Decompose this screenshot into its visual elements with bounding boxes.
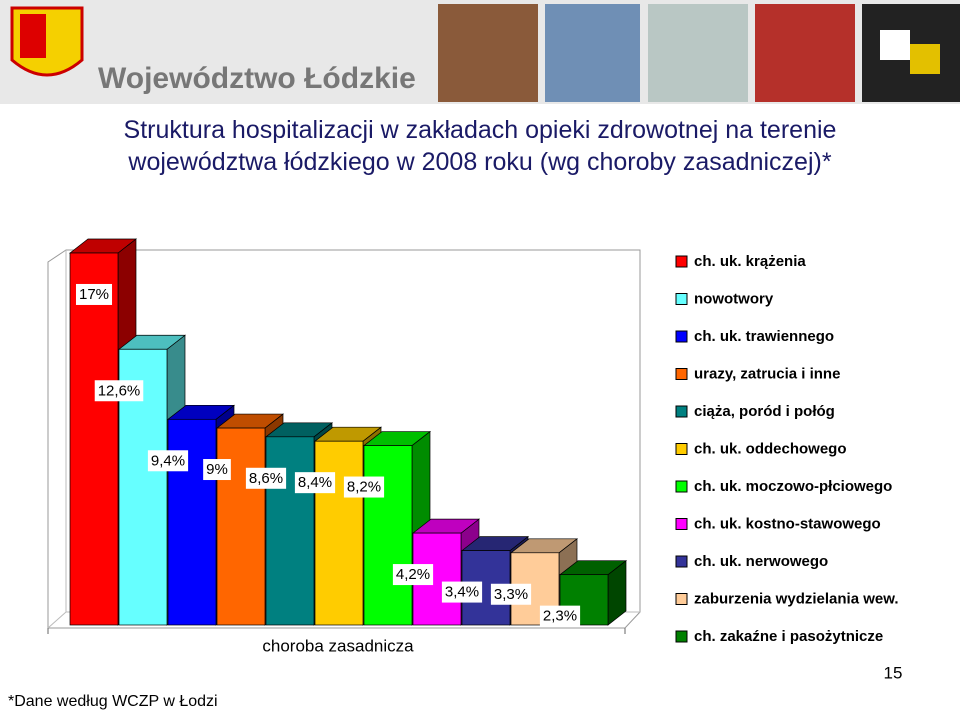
- legend-label: urazy, zatrucia i inne: [694, 365, 840, 382]
- data-label: 4,2%: [396, 566, 430, 583]
- coat-of-arms-part: [20, 14, 46, 58]
- bar: [69, 252, 119, 626]
- legend-swatch: [675, 293, 688, 305]
- legend-swatch: [675, 443, 688, 455]
- legend-swatch: [675, 593, 688, 605]
- legend-swatch: [675, 255, 688, 268]
- legend-swatch: [675, 405, 688, 418]
- header-text: Województwo Łódzkie: [98, 62, 416, 95]
- chart-title: Struktura hospitalizacji w zakładach opi…: [123, 116, 837, 176]
- legend-label: ch. uk. trawiennego: [694, 328, 834, 345]
- data-label-box: [490, 583, 532, 605]
- data-label: 12,6%: [98, 382, 141, 399]
- data-label-box: [203, 459, 231, 481]
- legend-label: ch. uk. oddechowego: [694, 440, 847, 457]
- data-label-box: [245, 467, 287, 489]
- data-label-box: [441, 581, 483, 603]
- header-photo: [438, 4, 538, 102]
- legend-label: ch. uk. moczowo-płciowego: [694, 478, 892, 495]
- legend-swatch: [675, 368, 688, 380]
- data-label: 8,6%: [249, 470, 283, 487]
- header-logo-part: [880, 30, 910, 60]
- legend-label: ch. zakaźne i pasożytnicze: [694, 628, 883, 645]
- bar: [216, 427, 266, 626]
- data-label: 9,4%: [151, 452, 185, 469]
- data-label: 3,3%: [494, 586, 528, 603]
- header-photo: [755, 4, 855, 102]
- bar: [559, 574, 609, 626]
- data-label: 8,2%: [347, 479, 381, 496]
- bar: [314, 440, 364, 626]
- legend-swatch: [675, 480, 688, 493]
- legend-label: ch. uk. krążenia: [694, 253, 806, 270]
- data-label-box: [147, 450, 189, 472]
- header-photo: [648, 4, 748, 102]
- legend-swatch: [675, 555, 688, 568]
- header-logo-part: [910, 44, 940, 74]
- data-label-box: [75, 283, 113, 305]
- data-label-box: [94, 380, 144, 402]
- data-label: 8,4%: [298, 474, 332, 491]
- data-label: 9%: [206, 461, 228, 478]
- data-label: 17%: [79, 286, 109, 303]
- legend-label: zaburzenia wydzielania wew.: [694, 590, 899, 607]
- header-photo: [545, 4, 640, 102]
- legend-label: ch. uk. kostno-stawowego: [694, 515, 881, 532]
- data-label-box: [539, 605, 581, 627]
- legend-swatch: [675, 330, 688, 343]
- data-label-box: [294, 472, 336, 494]
- legend-label: ciąża, poród i połóg: [694, 403, 835, 420]
- x-tick-label: choroba zasadnicza: [262, 636, 414, 655]
- legend-label: ch. uk. nerwowego: [694, 553, 828, 570]
- bar: [167, 418, 217, 626]
- bar: [265, 436, 315, 626]
- bar: [363, 445, 413, 626]
- data-label: 3,4%: [445, 584, 479, 601]
- legend-swatch: [675, 630, 688, 643]
- data-label-box: [343, 476, 385, 498]
- legend-label: nowotwory: [694, 290, 774, 307]
- page-number: 15: [884, 663, 903, 682]
- footnote: *Dane według WCZP w Łodzi: [8, 693, 218, 710]
- data-label: 2,3%: [543, 608, 577, 625]
- bar-group: [558, 559, 628, 626]
- data-label-box: [392, 564, 434, 586]
- legend-swatch: [675, 518, 688, 530]
